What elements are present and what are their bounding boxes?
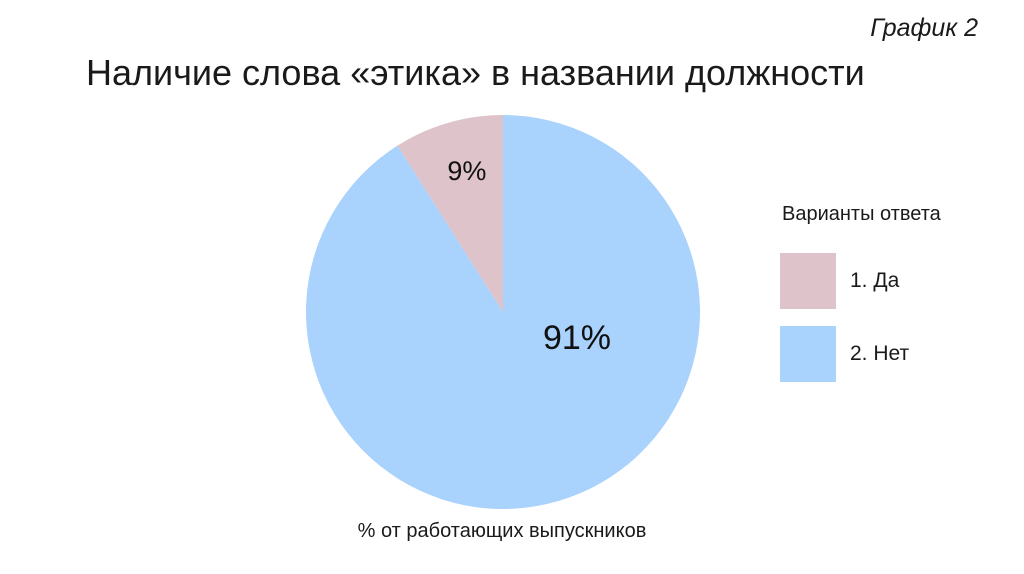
legend-swatch-no	[780, 326, 836, 382]
legend-label-yes: 1. Да	[850, 269, 900, 292]
legend-item-yes: 1. Да	[780, 253, 899, 309]
chart-caption: % от работающих выпускников	[357, 520, 647, 542]
chart-number: График 2	[870, 14, 978, 42]
legend-title: Варианты ответа	[782, 203, 941, 225]
legend-swatch-yes	[780, 253, 836, 309]
pie-label-yes: 9%	[447, 156, 486, 186]
pie-label-no: 91%	[543, 319, 611, 357]
pie-slice-no	[306, 114, 700, 509]
chart-title: Наличие слова «этика» в названии должнос…	[86, 52, 865, 93]
pie-slice-yes	[397, 115, 503, 312]
legend-label-no: 2. Нет	[850, 342, 910, 365]
legend-item-no: 2. Нет	[780, 326, 909, 382]
